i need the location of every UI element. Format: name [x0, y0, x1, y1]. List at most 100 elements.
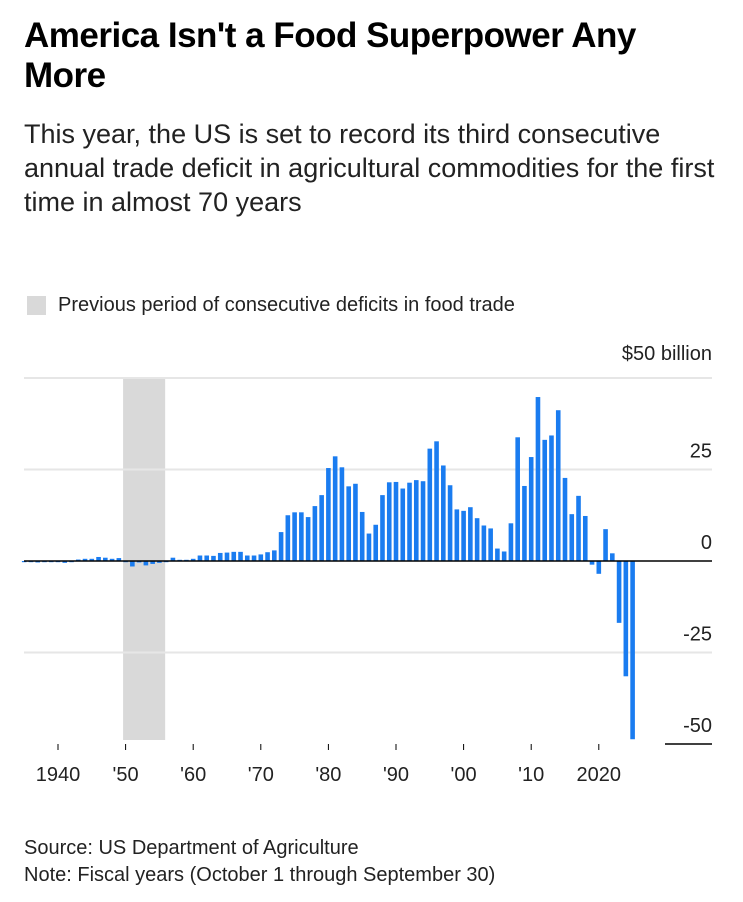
bar-1982	[339, 467, 345, 561]
bar-2009	[522, 485, 527, 561]
bar-1954	[150, 561, 155, 564]
bar-1989	[386, 482, 392, 561]
bar-1990	[393, 481, 399, 561]
bar-1998	[447, 485, 453, 561]
bar-2024	[623, 561, 629, 677]
x-tick-label: '90	[383, 764, 409, 786]
x-tick-label: '10	[518, 764, 544, 786]
bar-1957	[170, 557, 176, 561]
bar-1949	[116, 558, 122, 561]
bar-1977	[305, 517, 311, 561]
bar-1980	[326, 468, 331, 561]
bar-1974	[285, 515, 291, 561]
bar-1951	[130, 561, 135, 567]
x-tick-label: 1940	[36, 764, 81, 786]
bar-2014	[555, 410, 561, 561]
legend-swatch	[27, 296, 46, 315]
bar-1965	[224, 552, 230, 561]
bar-2023	[616, 561, 622, 623]
bar-1953	[143, 561, 149, 566]
bar-1976	[299, 512, 304, 561]
bar-1941	[62, 561, 68, 563]
x-tick-label: '50	[113, 764, 139, 786]
bar-2019	[589, 561, 595, 565]
bar-1960	[190, 558, 196, 561]
bar-1967	[238, 551, 243, 561]
bar-2003	[481, 525, 487, 561]
shaded-deficit-period	[123, 378, 166, 740]
note-text: Note: Fiscal years (October 1 through Se…	[24, 864, 496, 886]
bar-1966	[231, 551, 237, 561]
x-tick-label: '70	[248, 764, 274, 786]
bar-2017	[576, 495, 581, 561]
bar-1968	[244, 555, 250, 561]
bar-2006	[501, 551, 507, 561]
bar-1992	[407, 482, 412, 561]
bar-1961	[197, 555, 203, 561]
bar-1987	[373, 524, 379, 561]
chart-title: America Isn't a Food Superpower Any More	[24, 16, 636, 95]
bar-1945	[89, 558, 95, 561]
y-tick-label: $50 billion	[622, 343, 712, 365]
bar-2002	[474, 518, 480, 561]
bar-1979	[319, 495, 324, 561]
bar-1963	[211, 555, 216, 561]
bar-2001	[468, 507, 473, 561]
bar-1962	[204, 555, 210, 561]
bar-2018	[582, 515, 588, 561]
legend-label: Previous period of consecutive deficits …	[58, 294, 515, 316]
bar-2013	[549, 435, 554, 561]
bar-2021	[603, 529, 608, 561]
bar-2022	[610, 553, 615, 561]
bar-2025	[630, 561, 635, 740]
bar-2004	[488, 528, 493, 561]
bar-1970	[258, 554, 264, 561]
bar-1969	[251, 555, 257, 561]
bar-1985	[359, 511, 365, 561]
bar-1984	[353, 483, 358, 561]
bar-2000	[461, 510, 466, 561]
legend: Previous period of consecutive deficits …	[27, 294, 515, 317]
bar-1955	[157, 561, 162, 563]
x-tick-label: '80	[315, 764, 341, 786]
bar-1981	[332, 456, 338, 561]
bar-1986	[366, 533, 372, 561]
y-tick-label: 25	[690, 441, 712, 463]
bar-1997	[441, 465, 446, 561]
bar-1991	[400, 488, 406, 561]
bar-2010	[528, 457, 534, 561]
bar-2011	[535, 397, 541, 561]
chart-subtitle: This year, the US is set to record its t…	[24, 119, 715, 217]
x-tick-label: 2020	[577, 764, 622, 786]
x-tick-label: '00	[451, 764, 477, 786]
y-tick-label: 0	[701, 532, 712, 554]
bar-1973	[278, 532, 284, 561]
y-tick-label: -25	[683, 624, 712, 646]
bar-1944	[82, 558, 88, 561]
bar-2012	[542, 439, 548, 561]
bar-2008	[515, 437, 520, 561]
bar-2015	[562, 477, 568, 561]
bar-2016	[569, 514, 575, 561]
bar-1946	[96, 556, 101, 561]
bar-1999	[454, 509, 460, 561]
bar-1983	[346, 486, 351, 561]
bar-1996	[434, 441, 439, 561]
source-text: Source: US Department of Agriculture	[24, 837, 359, 859]
bar-1994	[420, 481, 426, 561]
bar-1975	[292, 512, 297, 561]
x-tick-label: '60	[180, 764, 206, 786]
bar-1971	[265, 552, 270, 561]
bar-1995	[427, 448, 433, 561]
bar-1947	[103, 557, 108, 561]
bar-2007	[508, 523, 514, 561]
bar-1948	[109, 558, 115, 561]
bar-1964	[217, 552, 223, 561]
bar-2020	[596, 561, 602, 574]
bar-1993	[413, 480, 419, 561]
bar-1972	[272, 550, 277, 561]
bar-2005	[495, 548, 500, 561]
y-tick-label: -50	[683, 715, 712, 737]
bar-1988	[380, 495, 385, 561]
